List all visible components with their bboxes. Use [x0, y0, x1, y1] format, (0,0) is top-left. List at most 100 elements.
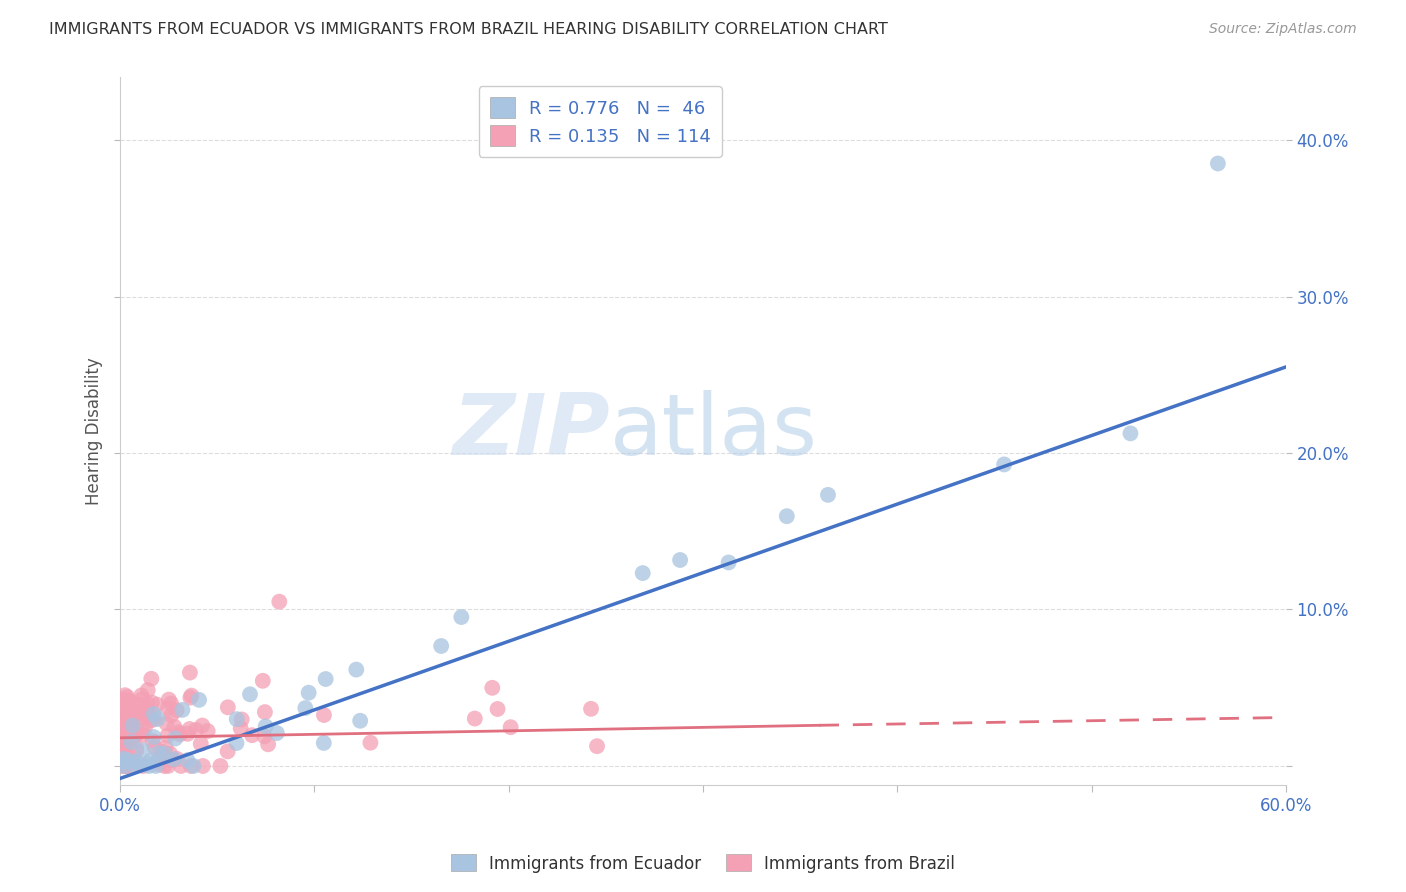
- Point: [252, 673, 274, 688]
- Point: [217, 744, 239, 758]
- Point: [155, 716, 177, 731]
- Point: [253, 705, 276, 719]
- Point: [225, 736, 247, 750]
- Point: [121, 711, 143, 725]
- Point: [163, 752, 186, 766]
- Point: [118, 722, 141, 736]
- Point: [152, 745, 174, 759]
- Point: [240, 728, 263, 742]
- Point: [179, 690, 201, 705]
- Point: [136, 683, 159, 698]
- Point: [157, 692, 180, 706]
- Point: [257, 737, 280, 751]
- Point: [110, 737, 132, 751]
- Point: [136, 704, 159, 718]
- Point: [139, 754, 162, 768]
- Text: Source: ZipAtlas.com: Source: ZipAtlas.com: [1209, 22, 1357, 37]
- Point: [167, 725, 190, 739]
- Point: [188, 693, 211, 707]
- Point: [131, 689, 153, 703]
- Point: [586, 739, 609, 754]
- Point: [197, 724, 219, 739]
- Point: [114, 707, 136, 722]
- Point: [669, 553, 692, 567]
- Point: [1119, 426, 1142, 441]
- Point: [114, 759, 136, 773]
- Point: [631, 566, 654, 580]
- Y-axis label: Hearing Disability: Hearing Disability: [86, 357, 103, 505]
- Point: [112, 706, 135, 720]
- Point: [131, 711, 153, 725]
- Point: [110, 731, 132, 746]
- Point: [114, 688, 136, 702]
- Point: [253, 729, 276, 743]
- Point: [111, 733, 134, 747]
- Point: [481, 681, 503, 695]
- Point: [312, 736, 335, 750]
- Point: [157, 759, 180, 773]
- Point: [110, 739, 132, 754]
- Point: [148, 757, 170, 772]
- Point: [111, 759, 134, 773]
- Point: [135, 707, 157, 722]
- Point: [125, 706, 148, 721]
- Text: IMMIGRANTS FROM ECUADOR VS IMMIGRANTS FROM BRAZIL HEARING DISABILITY CORRELATION: IMMIGRANTS FROM ECUADOR VS IMMIGRANTS FR…: [49, 22, 889, 37]
- Point: [150, 747, 173, 761]
- Point: [170, 759, 193, 773]
- Point: [776, 509, 799, 524]
- Point: [160, 708, 183, 723]
- Point: [132, 759, 155, 773]
- Point: [183, 759, 205, 773]
- Point: [135, 707, 157, 722]
- Point: [191, 759, 214, 773]
- Point: [110, 730, 132, 744]
- Point: [132, 743, 155, 757]
- Point: [111, 739, 134, 754]
- Point: [225, 712, 247, 726]
- Point: [166, 703, 188, 717]
- Point: [125, 744, 148, 758]
- Point: [124, 759, 146, 773]
- Text: atlas: atlas: [610, 390, 818, 473]
- Point: [122, 716, 145, 731]
- Point: [141, 672, 163, 686]
- Point: [110, 719, 132, 733]
- Point: [359, 736, 381, 750]
- Point: [165, 731, 187, 746]
- Point: [112, 759, 135, 773]
- Point: [127, 705, 149, 719]
- Point: [141, 696, 163, 710]
- Point: [153, 759, 176, 773]
- Point: [114, 759, 136, 773]
- Point: [121, 730, 143, 744]
- Point: [121, 735, 143, 749]
- Point: [190, 737, 212, 751]
- Point: [138, 759, 160, 773]
- Point: [315, 672, 337, 686]
- Point: [298, 686, 321, 700]
- Point: [131, 723, 153, 738]
- Point: [125, 755, 148, 769]
- Point: [344, 663, 367, 677]
- Point: [118, 694, 141, 708]
- Point: [169, 727, 191, 741]
- Point: [111, 756, 134, 770]
- Point: [110, 731, 132, 745]
- Point: [145, 759, 167, 773]
- Point: [125, 728, 148, 742]
- Point: [180, 689, 202, 703]
- Point: [112, 723, 135, 738]
- Point: [160, 697, 183, 711]
- Point: [146, 698, 169, 712]
- Point: [209, 759, 232, 773]
- Point: [179, 722, 201, 736]
- Point: [142, 712, 165, 726]
- Point: [217, 700, 239, 714]
- Point: [136, 756, 159, 771]
- Point: [579, 702, 602, 716]
- Point: [266, 726, 288, 740]
- Point: [115, 753, 138, 767]
- Point: [157, 701, 180, 715]
- Point: [120, 704, 142, 718]
- Point: [141, 734, 163, 748]
